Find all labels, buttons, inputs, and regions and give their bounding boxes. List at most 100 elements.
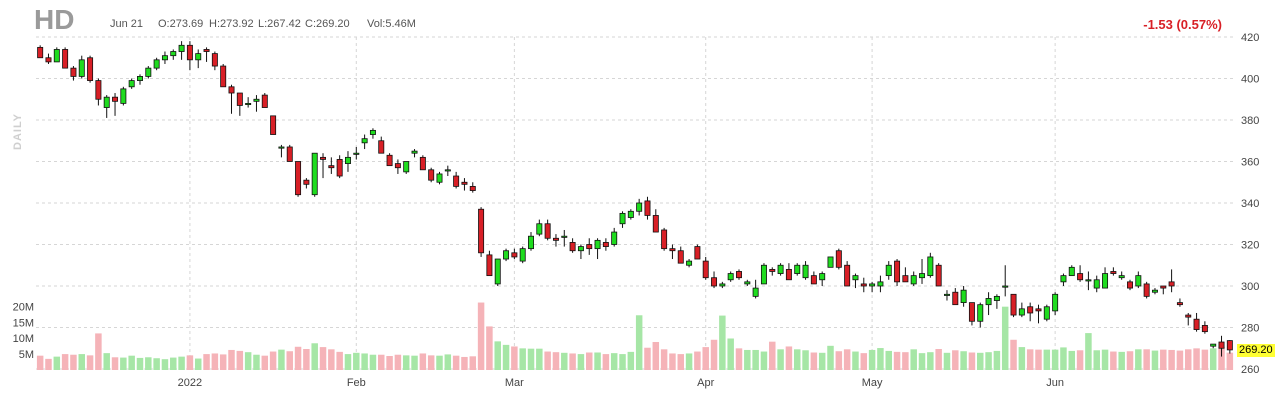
candle-body [711,277,718,287]
candle-body [195,53,202,61]
candle-body [444,169,451,172]
volume-bar [70,354,77,370]
volume-bar [777,349,784,370]
volume-bar [286,351,293,370]
candle-body [1043,306,1050,320]
candle-body [810,275,817,285]
volume-bar [552,352,560,370]
candle-body [894,260,901,283]
volume-bar [1018,347,1026,370]
volume-bar [1043,349,1051,370]
candle-body [869,283,876,287]
candle-body [1135,275,1142,287]
volume-bar [452,355,460,370]
volume-bar [1218,346,1225,370]
candle-body [178,44,185,52]
volume-bar [419,353,427,370]
candle-body [611,231,618,245]
volume-bar [910,349,917,370]
volume-bar [902,352,909,370]
volume-bar [968,352,976,370]
volume-bar [977,352,984,370]
candle-body [361,138,368,144]
volume-bar [1126,351,1134,370]
candle-body [844,264,851,287]
volume-value: Vol:5.46M [367,18,416,30]
candle-body [469,185,476,191]
candle-body [70,67,77,77]
volume-tick-label: 20M [13,301,34,313]
volume-bar [1151,350,1159,370]
date-tick-label: Feb [347,377,366,389]
volume-bar [1051,349,1059,370]
volume-bar [361,353,368,370]
bar-date: Jun 21 [110,18,144,30]
candle-body [1127,281,1133,289]
candle-body [619,212,626,225]
candle-body [1201,325,1208,333]
candle-body [270,115,277,135]
volume-bar [1068,350,1076,370]
candle-body [253,98,260,102]
volume-bar [769,341,776,370]
volume-bar [1176,350,1184,370]
candle-body [852,275,859,281]
candle-body [528,235,534,250]
candle-body [1193,318,1200,330]
candle-body [261,94,268,108]
candle-body [794,264,801,274]
volume-bar [294,346,302,370]
volume-bar [835,351,843,370]
volume-bar [644,347,651,370]
candle-body [561,235,568,238]
volume-bar [511,346,518,370]
candle-body [245,103,252,106]
candle-body [236,92,243,106]
candle-body [378,140,385,154]
candle-body [752,287,759,297]
volume-bar [860,353,868,370]
volume-bar [111,357,119,370]
candle-body [910,275,917,285]
candle-body [636,202,643,212]
volume-bar [652,342,660,370]
volume-bar [386,356,393,370]
volume-bar [868,349,876,370]
volume-bar [1101,349,1109,370]
candle-body [53,49,60,63]
candle-body [353,152,360,155]
volume-bar [719,315,726,370]
candle-body [860,283,867,287]
volume-bar [602,354,610,370]
candle-body [827,256,834,268]
volume-bar [477,302,485,370]
volume-bar [619,354,626,370]
price-tick-label: 420 [1241,32,1259,44]
volume-bar [469,356,477,370]
candle-body [819,273,826,281]
candle-body [394,163,401,169]
candle-body [103,96,110,108]
volume-bar [253,354,260,370]
volume-bar [236,350,244,370]
candle-body [411,150,418,154]
candle-body [519,248,526,262]
candle-body [37,46,44,59]
candle-body [677,250,684,264]
candle-body [927,256,934,277]
volume-bar [760,351,768,370]
volume-bar [727,338,734,370]
volume-bar [669,353,676,370]
date-tick-label: Apr [697,377,714,389]
candle-body [985,298,992,306]
volume-bar [1143,349,1150,370]
volume-bar [893,351,901,370]
volume-bar [394,354,402,370]
candle-body [203,49,210,52]
volume-bar [178,356,185,370]
period-label: DAILY [12,113,24,150]
volume-bar [427,355,435,370]
volume-bar [1093,350,1100,370]
volume-bar [710,339,718,370]
candle-body [161,55,168,61]
